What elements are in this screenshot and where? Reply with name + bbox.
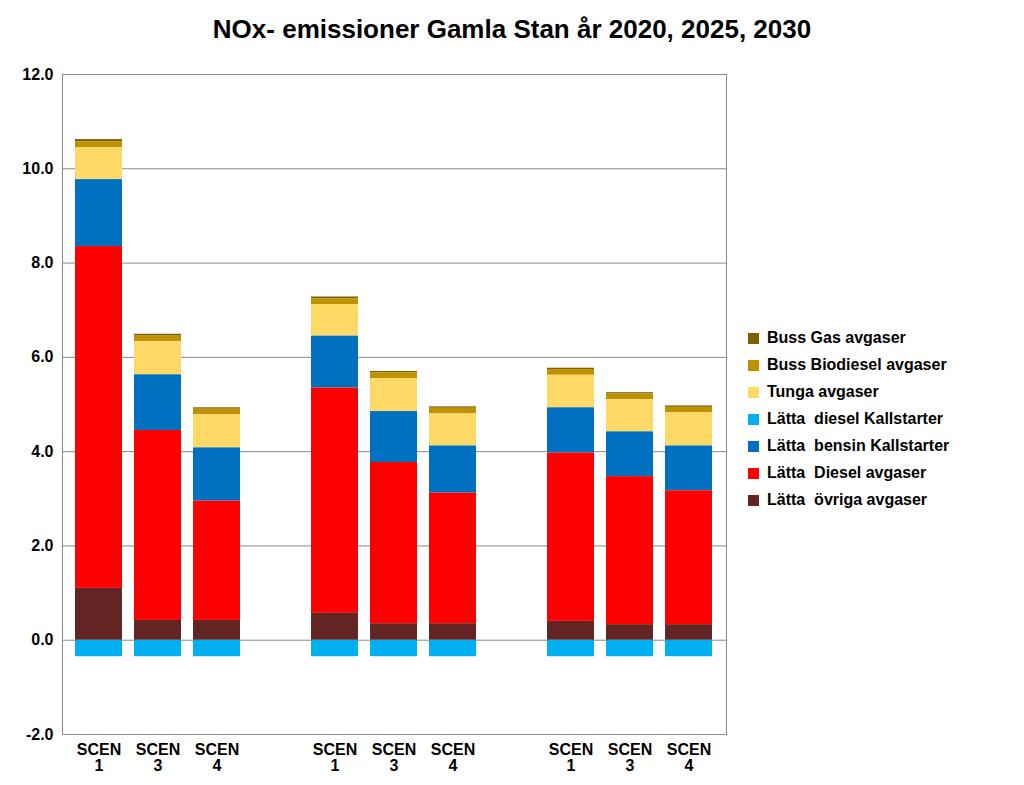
svg-text:SCEN1: SCEN1	[77, 741, 121, 774]
svg-text:10.0: 10.0	[22, 160, 53, 177]
svg-text:SCEN3: SCEN3	[136, 741, 180, 774]
svg-text:12.0: 12.0	[22, 66, 53, 83]
svg-text:SCEN1: SCEN1	[549, 741, 593, 774]
svg-text:8.0: 8.0	[31, 254, 53, 271]
svg-text:2.0: 2.0	[31, 537, 53, 554]
html-text:Lätta övriga avgaser: Lätta övriga avgaser	[767, 491, 928, 508]
svg-text:SCEN1: SCEN1	[313, 741, 357, 774]
svg-text:0.0: 0.0	[31, 631, 53, 648]
svg-text:SCEN4: SCEN4	[667, 741, 711, 774]
html-text:NOx- emissioner Gamla Stan år: NOx- emissioner Gamla Stan år 2020, 2025…	[212, 14, 812, 44]
html-text:Tunga avgaser: Tunga avgaser	[767, 383, 879, 400]
html-text:Buss Gas avgaser: Buss Gas avgaser	[767, 329, 906, 346]
svg-text:SCEN4: SCEN4	[195, 741, 239, 774]
svg-text:4.0: 4.0	[31, 443, 53, 460]
svg-text:SCEN3: SCEN3	[608, 741, 652, 774]
svg-text:SCEN4: SCEN4	[431, 741, 475, 774]
html-text:Lätta Diesel avgaser: Lätta Diesel avgaser	[767, 464, 927, 481]
html-text:Lätta diesel Kallstarter: Lätta diesel Kallstarter	[767, 410, 944, 427]
html-text:Lätta bensin Kallstarter: Lätta bensin Kallstarter	[767, 437, 950, 454]
svg-text:-2.0: -2.0	[26, 726, 54, 743]
svg-text:6.0: 6.0	[31, 348, 53, 365]
html-text:Buss Biodiesel avgaser: Buss Biodiesel avgaser	[767, 356, 947, 373]
svg-text:SCEN3: SCEN3	[372, 741, 416, 774]
